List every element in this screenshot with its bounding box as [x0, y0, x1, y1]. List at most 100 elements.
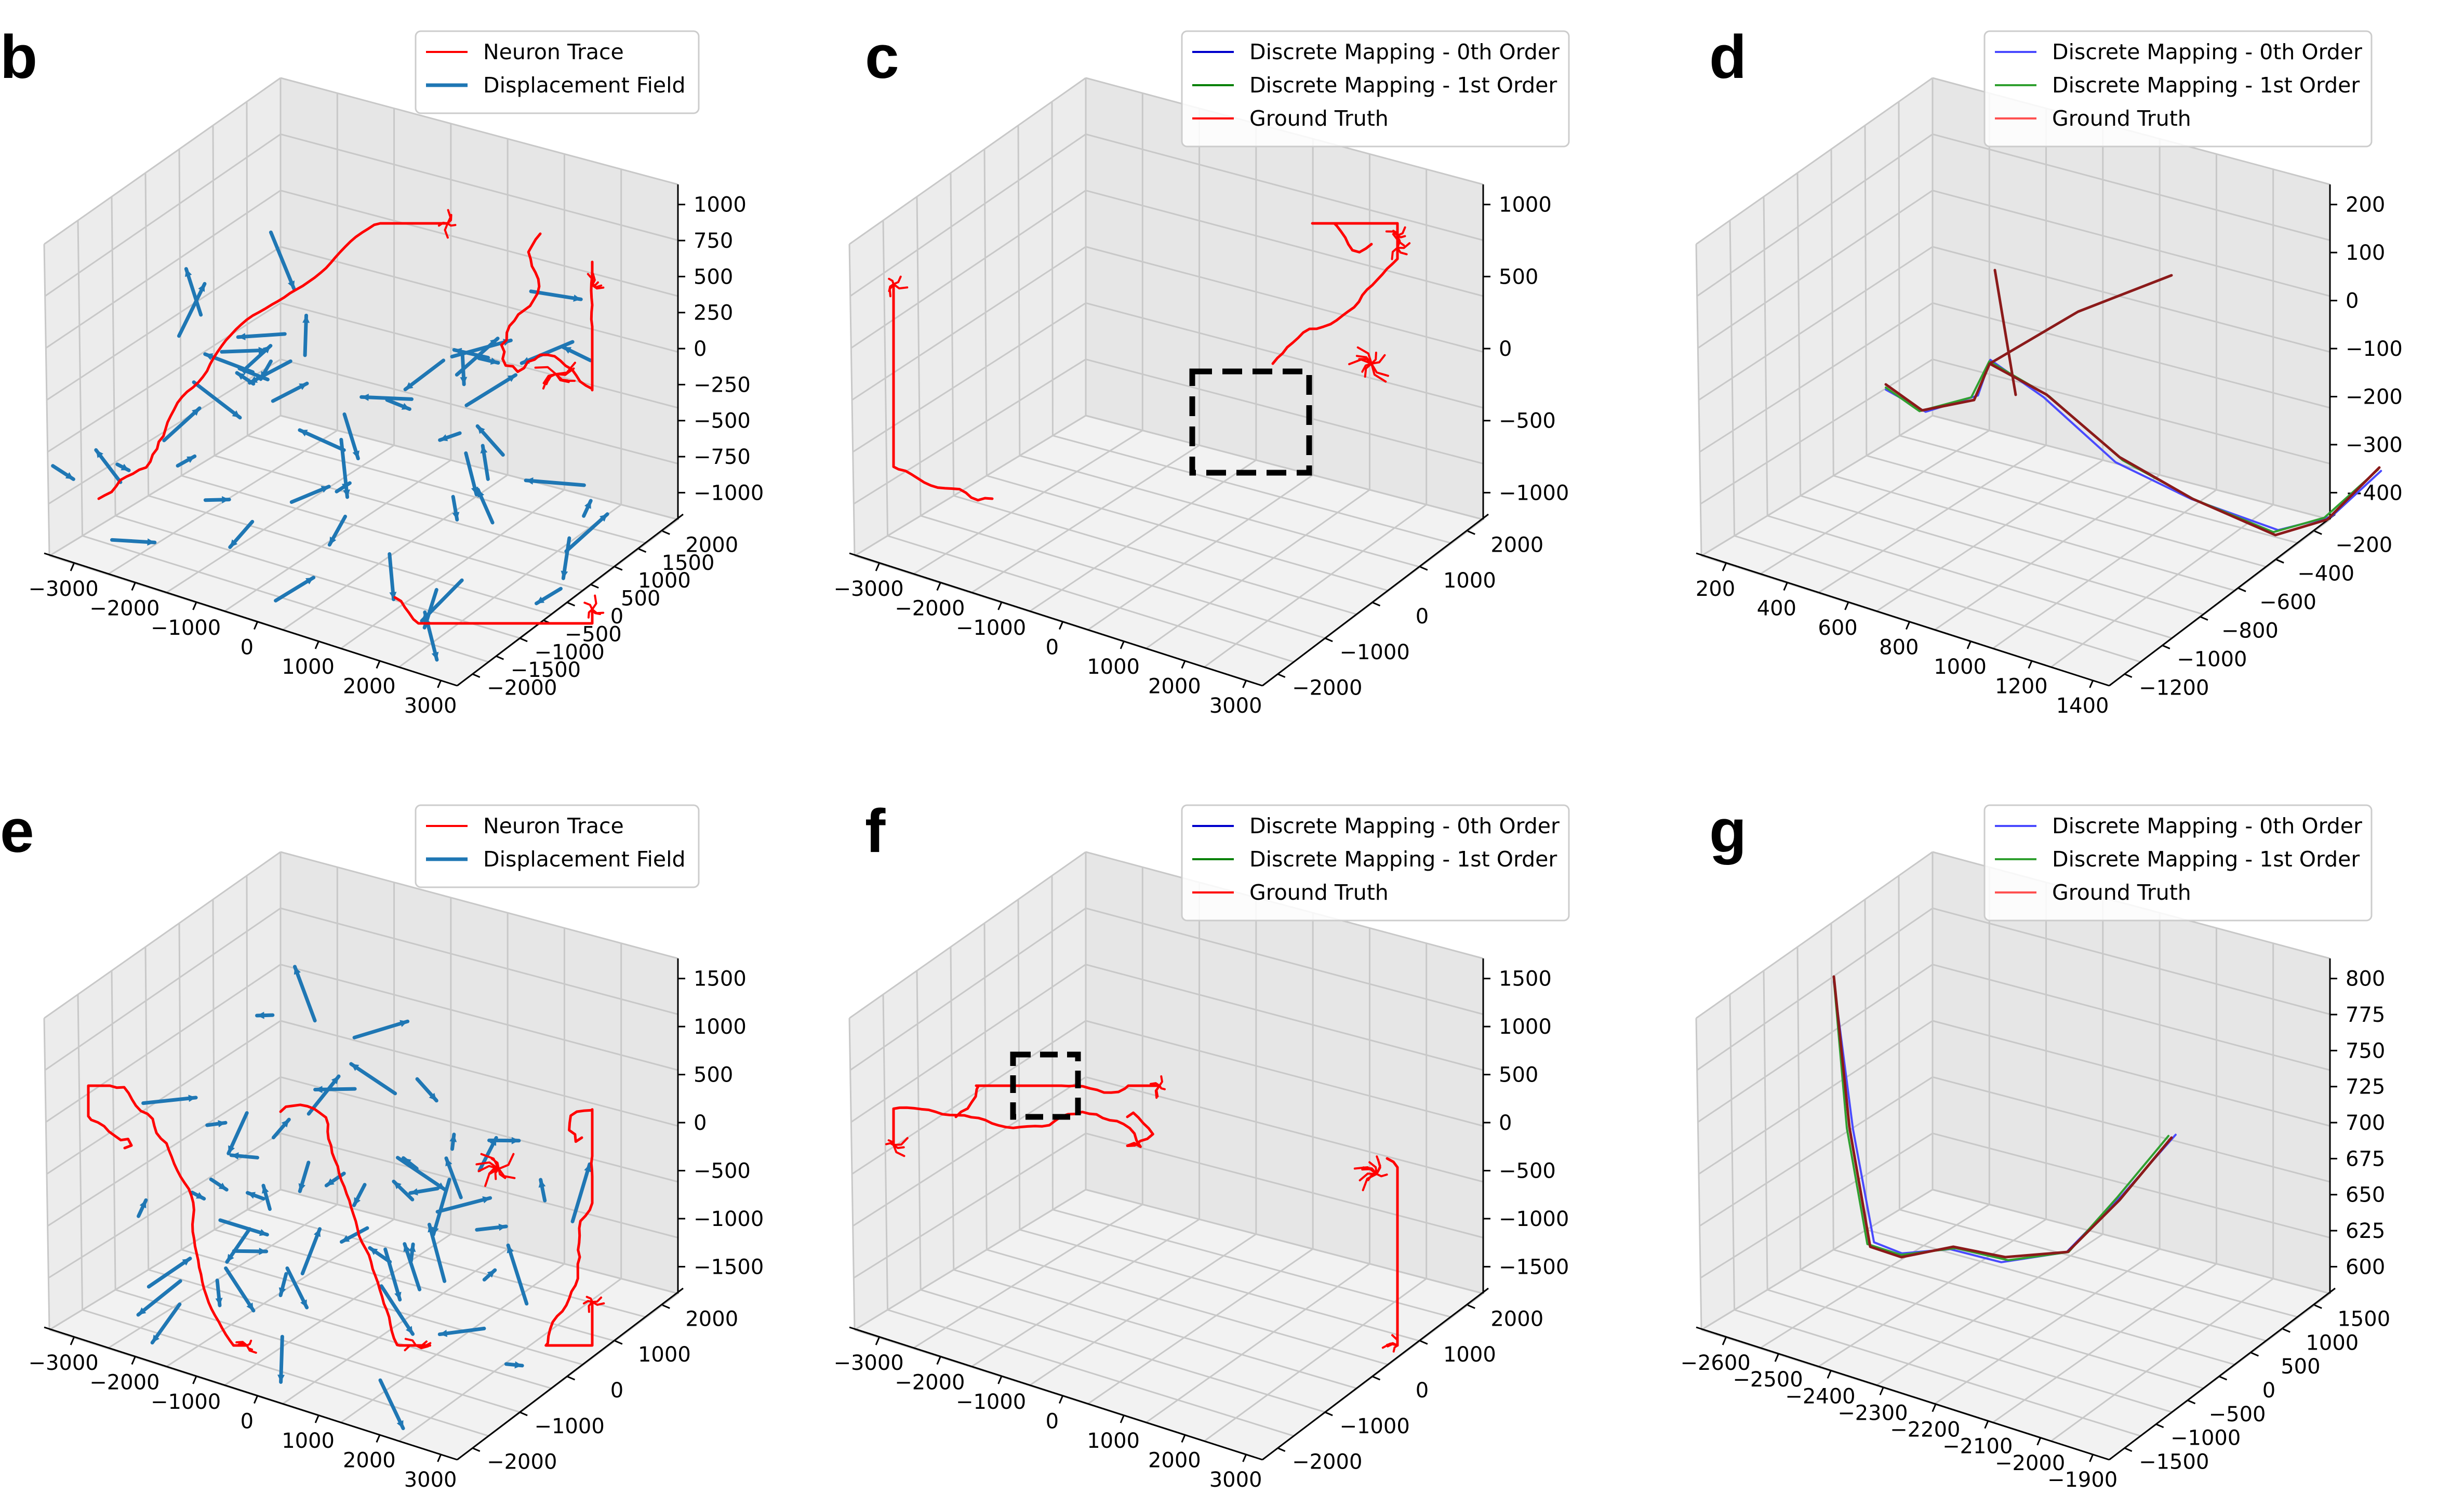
z-tick-label: 500 — [694, 1063, 733, 1087]
x-tick-label: 2000 — [1148, 1449, 1201, 1473]
field-arrow-head — [147, 538, 155, 546]
field-arrow-head — [321, 486, 329, 493]
y-tick-label: 0 — [1416, 605, 1429, 629]
field-arrow — [285, 1266, 309, 1310]
field-arrow — [224, 1266, 256, 1313]
panel-letter: f — [865, 797, 886, 865]
trace-branch — [1376, 1173, 1388, 1178]
z-tick-label: −1500 — [1499, 1255, 1569, 1279]
legend-entry: Discrete Mapping - 0th Order — [2052, 39, 2362, 64]
field-arrow-head — [230, 539, 238, 548]
y-tick-label: 500 — [621, 587, 660, 611]
field-arrow-head — [302, 315, 310, 323]
ground-truth-branch — [1988, 274, 2173, 365]
legend-entry: Discrete Mapping - 0th Order — [1249, 813, 1560, 838]
ground-truth-trace — [1832, 975, 2173, 1259]
trace-branch — [1361, 363, 1373, 373]
field-arrow-head — [232, 410, 240, 418]
y-tick-label: −200 — [2335, 533, 2392, 557]
field-arrow-head — [259, 1247, 267, 1255]
ground-truth-trace — [1884, 362, 2381, 537]
field-arrow — [427, 1222, 447, 1283]
trace-branch — [1376, 1158, 1381, 1175]
field-arrow-head — [490, 338, 498, 346]
x-tick-label: −3000 — [28, 1351, 98, 1375]
z-tick-label: 0 — [694, 337, 707, 361]
z-tick-label: 0 — [694, 1111, 707, 1135]
z-tick-label: 0 — [2346, 289, 2359, 313]
legend: Neuron Trace Displacement Field — [415, 30, 700, 114]
x-tick-label: −2000 — [1995, 1451, 2065, 1475]
field-arrow — [298, 428, 346, 452]
x-tick-label: −2500 — [1733, 1368, 1803, 1392]
z-tick-label: −250 — [694, 373, 751, 397]
field-arrow — [437, 1326, 486, 1337]
field-arrow-head — [394, 1291, 402, 1300]
x-tick-label: −1900 — [2047, 1468, 2117, 1492]
field-arrow-head — [538, 1180, 546, 1188]
trace-branch — [583, 602, 593, 611]
field-arrow-head — [198, 284, 205, 292]
z-tick-label: 1500 — [694, 967, 747, 991]
grid-lines — [1695, 851, 2331, 1461]
field-arrow — [383, 1247, 402, 1302]
field-arrow — [359, 395, 414, 401]
trace-branch — [1396, 234, 1405, 247]
field-arrow-head — [299, 383, 307, 390]
neuron-trace-segment — [892, 283, 994, 502]
trace-branch — [893, 1137, 909, 1146]
field-arrow — [342, 412, 360, 461]
trace-branch — [1396, 246, 1408, 256]
z-tick-label: 775 — [2346, 1003, 2385, 1027]
y-tick-label: −1000 — [1339, 641, 1409, 664]
field-arrow-head — [454, 348, 462, 355]
z-tick-label: −1000 — [694, 1207, 764, 1231]
legend-entry: Discrete Mapping - 0th Order — [1249, 39, 1560, 64]
trace-branch — [893, 1144, 905, 1157]
trace-branch — [494, 1168, 500, 1180]
z-tick-label: 650 — [2346, 1183, 2385, 1207]
trace-branch — [555, 362, 576, 375]
x-tick-label: 1000 — [282, 655, 335, 679]
z-tick-label: −500 — [694, 409, 751, 433]
trace-branch — [498, 1153, 515, 1170]
left-wall-pane — [849, 78, 1086, 556]
x-axis-line — [44, 1326, 458, 1461]
legend-box — [1983, 804, 2373, 922]
trace-branch — [585, 1296, 593, 1303]
y-tick-label: −2000 — [487, 1450, 557, 1474]
x-tick-label: 2000 — [343, 675, 396, 699]
trace-branch — [444, 222, 449, 239]
field-arrow — [388, 552, 396, 602]
field-arrow — [403, 1242, 422, 1291]
field-arrow-head — [277, 1375, 285, 1382]
trace-branch — [246, 1344, 257, 1354]
trace-branch — [1396, 242, 1411, 249]
y-tick-label: −2000 — [1292, 1450, 1362, 1474]
y-tick-label: 0 — [1416, 1379, 1429, 1403]
z-tick-label: 750 — [694, 229, 733, 253]
neuron-trace-segment — [544, 1108, 594, 1347]
trace-branch — [888, 277, 895, 286]
field-arrow-head — [222, 496, 230, 503]
field-arrow — [274, 576, 316, 603]
y-axis-line — [457, 513, 684, 687]
field-arrow-head — [431, 651, 439, 660]
zoom-region-box — [1010, 1051, 1081, 1120]
trace-branch — [1158, 1075, 1163, 1087]
field-arrow-head — [188, 1095, 196, 1102]
y-tick-label: 500 — [2281, 1355, 2320, 1379]
field-arrow-head — [138, 1307, 146, 1315]
legend-entry: Neuron Trace — [483, 813, 624, 838]
neuron-trace-segment — [97, 222, 449, 500]
displacement-field — [136, 965, 592, 1431]
z-tick-label: 500 — [1499, 265, 1538, 289]
x-tick-label: 2000 — [343, 1449, 396, 1473]
z-tick-label: 1000 — [1499, 193, 1552, 217]
field-arrow-head — [526, 477, 534, 485]
field-arrow — [184, 267, 203, 317]
trace-branch — [477, 1165, 500, 1172]
x-tick-label: 2000 — [1148, 675, 1201, 699]
legend-entry: Discrete Mapping - 1st Order — [1249, 73, 1557, 98]
axis-lines — [1696, 184, 2337, 688]
